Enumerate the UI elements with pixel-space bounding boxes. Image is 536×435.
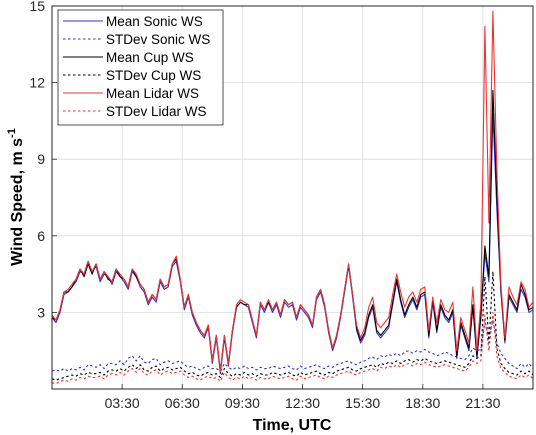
x-tick-label: 03:30	[105, 395, 140, 411]
legend-label: STDev Lidar WS	[106, 104, 207, 119]
y-axis-title-unit-exponent: -1	[6, 128, 18, 138]
x-tick-label: 06:30	[165, 395, 200, 411]
legend-label: Mean Lidar WS	[106, 86, 199, 101]
legend: Mean Sonic WS STDev Sonic WS Mean Cup WS ST…	[57, 9, 224, 126]
ticks: 03:30 06:30 09:30 12:30 15:30 18:30 21:30 3 6 9 12…	[29, 0, 500, 411]
x-tick-label: 15:30	[345, 395, 380, 411]
series-line-1	[51, 319, 534, 372]
legend-items: Mean Sonic WS STDev Sonic WS Mean Cup WS ST…	[63, 14, 210, 119]
x-tick-label: 21:30	[465, 395, 500, 411]
series-layer	[51, 10, 534, 385]
x-tick-label: 09:30	[225, 395, 260, 411]
plot-frame	[51, 5, 534, 390]
series-line-5	[51, 311, 534, 385]
legend-label: STDev Cup WS	[106, 68, 201, 83]
y-axis-title: Wind Speed, m s-1	[6, 128, 26, 266]
legend-label: Mean Sonic WS	[106, 14, 203, 29]
y-tick-label: 15	[29, 0, 45, 14]
y-tick-label: 12	[29, 75, 45, 91]
legend-box	[57, 9, 224, 126]
x-axis-title: Time, UTC	[253, 417, 332, 434]
y-tick-label: 3	[37, 304, 45, 320]
legend-label: STDev Sonic WS	[106, 32, 210, 47]
legend-label: Mean Cup WS	[106, 50, 194, 65]
y-axis-title-main: Wind Speed, m s	[9, 138, 26, 266]
series-line-4	[51, 10, 534, 372]
grid	[52, 5, 533, 389]
y-tick-label: 9	[37, 151, 45, 167]
x-tick-label: 12:30	[285, 395, 320, 411]
y-tick-label: 6	[37, 228, 45, 244]
x-tick-label: 18:30	[405, 395, 440, 411]
